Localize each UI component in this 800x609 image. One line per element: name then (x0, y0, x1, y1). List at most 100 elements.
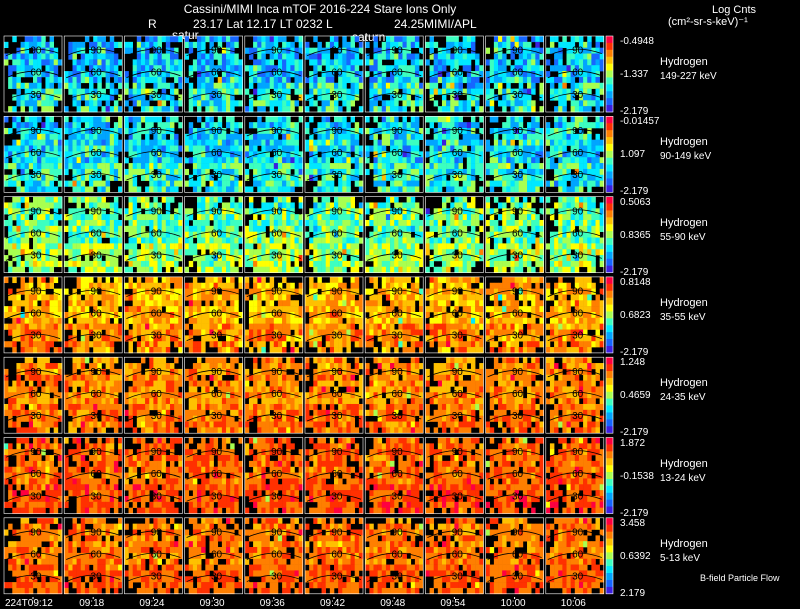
heatmap-cell (578, 88, 584, 95)
heatmap-cell (165, 237, 171, 244)
contour-label: 90 (512, 126, 524, 137)
heatmap-cell (28, 65, 34, 72)
heatmap-cell (570, 219, 576, 227)
heatmap-cell (305, 94, 310, 101)
heatmap-cell (394, 82, 399, 89)
heatmap-cell (157, 122, 162, 129)
heatmap-cell (24, 282, 30, 289)
heatmap-cell (570, 225, 576, 232)
heatmap-cell (265, 71, 270, 78)
heatmap-cell (410, 214, 416, 221)
heatmap-cell (205, 71, 210, 78)
heatmap-cell (273, 208, 279, 215)
heatmap-cell (101, 133, 106, 140)
heatmap-cell (346, 260, 351, 268)
heatmap-cell (510, 127, 515, 135)
heatmap-cell (41, 168, 46, 176)
heatmap-cell (425, 116, 430, 123)
heatmap-cell (531, 163, 536, 170)
heatmap-cell (599, 116, 605, 123)
contour-line (126, 209, 181, 217)
heatmap-cell (462, 53, 468, 60)
heatmap-cell (253, 59, 258, 66)
heatmap-cell (174, 53, 179, 60)
heatmap-cell (84, 106, 90, 113)
heatmap-cell (37, 47, 42, 54)
heatmap-cell (84, 243, 90, 250)
heatmap-cell (313, 255, 318, 262)
heatmap-cell (277, 196, 283, 203)
panel-frame (425, 35, 484, 113)
heatmap-cell (205, 168, 210, 176)
heatmap-cell (248, 219, 254, 227)
heatmap-cell (433, 266, 439, 273)
heatmap-cell (217, 53, 223, 60)
heatmap-cell (265, 100, 270, 107)
heatmap-cell (41, 41, 46, 48)
heatmap-cell (101, 106, 106, 113)
heatmap-cell (419, 157, 424, 164)
heatmap-cell (165, 53, 171, 60)
heatmap-cell (238, 65, 243, 72)
heatmap-cell (45, 174, 50, 181)
heatmap-cell (414, 41, 420, 48)
contour-line (547, 209, 602, 217)
heatmap-cell (201, 82, 206, 89)
heatmap-cell (562, 208, 567, 215)
heatmap-cell (402, 157, 407, 164)
heatmap-cell (72, 53, 77, 60)
heatmap-cell (113, 196, 119, 203)
heatmap-cell (153, 53, 158, 60)
heatmap-cell (64, 214, 69, 221)
heatmap-cell (269, 133, 275, 140)
heatmap-cell (346, 231, 351, 238)
heatmap-cell (566, 88, 571, 95)
heatmap-cell (20, 196, 26, 203)
heatmap-cell (72, 219, 77, 227)
heatmap-cell (419, 47, 424, 54)
heatmap-cell (479, 127, 484, 135)
heatmap-cell (394, 243, 399, 250)
heatmap-cell (209, 180, 214, 187)
heatmap-cell (97, 282, 102, 289)
heatmap-cell (454, 71, 459, 78)
heatmap-cell (309, 243, 314, 250)
heatmap-cell (93, 219, 98, 227)
heatmap-cell (381, 163, 387, 170)
heatmap-cell (462, 219, 468, 227)
heatmap-cell (458, 139, 463, 146)
heatmap-cell (470, 41, 476, 48)
heatmap-cell (128, 219, 133, 227)
heatmap-cell (518, 116, 524, 123)
heatmap-cell (72, 116, 77, 123)
heatmap-cell (84, 168, 90, 176)
heatmap-cell (338, 202, 343, 209)
heatmap-cell (165, 157, 171, 164)
heatmap-cell (37, 174, 42, 181)
heatmap-cell (554, 174, 559, 181)
heatmap-cell (454, 260, 459, 268)
heatmap-cell (298, 249, 304, 256)
heatmap-cell (64, 76, 69, 84)
heatmap-cell (558, 41, 563, 48)
heatmap-cell (599, 122, 605, 129)
heatmap-cell (321, 127, 327, 135)
heatmap-cell (213, 168, 219, 176)
heatmap-cell (454, 82, 459, 89)
heatmap-cell (105, 82, 111, 89)
heatmap-cell (358, 186, 364, 193)
heatmap-cell (578, 59, 584, 66)
heatmap-cell (45, 294, 50, 301)
heatmap-cell (454, 214, 459, 221)
heatmap-cell (33, 106, 38, 113)
heatmap-cell (213, 186, 219, 193)
heatmap-cell (394, 196, 399, 203)
heatmap-cell (317, 237, 322, 244)
heatmap-cell (381, 116, 387, 123)
heatmap-cell (253, 249, 258, 256)
heatmap-cell (466, 65, 472, 72)
heatmap-cell (514, 127, 520, 135)
heatmap-cell (410, 76, 416, 84)
heatmap-cell (549, 88, 555, 95)
heatmap-cell (286, 186, 291, 193)
